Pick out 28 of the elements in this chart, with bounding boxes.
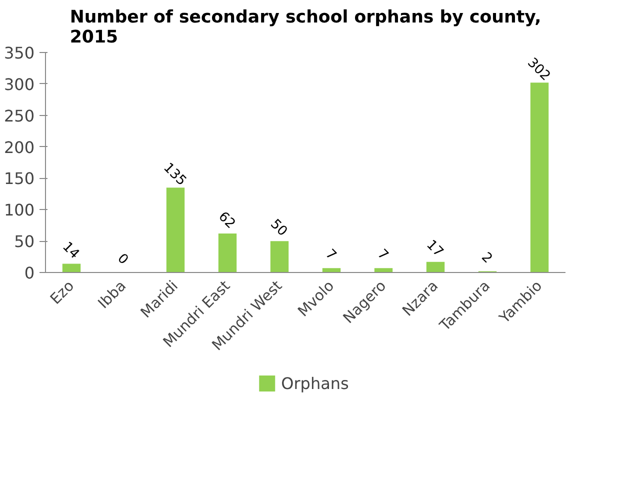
data-label: 2 <box>478 250 495 267</box>
bar <box>426 262 445 272</box>
bar <box>322 268 341 272</box>
x-tick-label: Ezo <box>47 277 78 308</box>
y-tick-label: 0 <box>24 264 35 282</box>
data-label: 17 <box>423 238 446 260</box>
bar <box>218 234 237 272</box>
data-label: 0 <box>114 251 131 268</box>
data-label: 7 <box>374 246 391 264</box>
data-label: 50 <box>267 216 290 240</box>
bar <box>374 268 393 272</box>
data-label: 14 <box>59 239 82 262</box>
bar <box>530 82 549 272</box>
legend-label: Orphans <box>281 374 349 392</box>
bar <box>62 264 81 272</box>
data-label: 135 <box>160 160 189 190</box>
y-tick-label: 250 <box>4 106 35 126</box>
bar <box>166 188 185 272</box>
y-tick-label: 200 <box>4 138 35 157</box>
y-tick-label: 50 <box>14 232 34 252</box>
bar <box>270 241 289 272</box>
y-tick-label: 350 <box>4 44 35 62</box>
y-tick-label: 100 <box>4 200 35 220</box>
data-label: 62 <box>215 209 238 232</box>
data-label: 7 <box>322 246 339 264</box>
y-tick-label: 300 <box>4 74 35 94</box>
y-tick-label: 150 <box>4 169 35 188</box>
chart-title: Number of secondary school orphans by county, 2015 <box>70 8 542 48</box>
